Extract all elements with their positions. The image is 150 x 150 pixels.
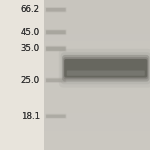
Bar [44,41,150,45]
Bar [44,135,150,139]
Text: 25.0: 25.0 [21,76,40,85]
Bar [44,38,150,41]
Bar [44,82,150,86]
Bar [44,11,150,15]
FancyBboxPatch shape [46,115,66,118]
Text: 66.2: 66.2 [21,5,40,14]
FancyBboxPatch shape [61,52,150,84]
Bar [44,45,150,49]
Text: 35.0: 35.0 [21,44,40,53]
Bar [44,26,150,30]
Bar [44,0,150,150]
FancyBboxPatch shape [46,47,66,51]
Bar [44,22,150,26]
FancyBboxPatch shape [63,57,148,79]
FancyBboxPatch shape [46,30,66,34]
FancyBboxPatch shape [45,29,67,35]
Bar [44,128,150,131]
Bar [44,101,150,105]
Bar [44,124,150,128]
Bar [44,109,150,112]
Bar [44,60,150,64]
Bar [44,56,150,60]
Bar [44,49,150,52]
Bar [44,98,150,101]
Bar [0,0,44,150]
Bar [44,146,150,150]
FancyBboxPatch shape [59,49,150,88]
Text: 18.1: 18.1 [21,112,40,121]
Bar [44,0,150,4]
Bar [44,86,150,90]
Bar [44,79,150,82]
Text: 25.0: 25.0 [21,76,40,85]
FancyBboxPatch shape [46,8,66,12]
Bar [44,52,150,56]
Bar [44,120,150,124]
Bar [44,15,150,19]
Bar [44,30,150,34]
Bar [44,75,150,79]
Bar [44,90,150,94]
Bar [44,142,150,146]
FancyBboxPatch shape [45,7,67,12]
Bar [44,8,150,11]
Bar [44,139,150,142]
FancyBboxPatch shape [45,114,67,119]
Text: 45.0: 45.0 [21,28,40,37]
Bar [44,71,150,75]
Bar [44,68,150,71]
FancyBboxPatch shape [45,78,67,83]
Text: 35.0: 35.0 [21,44,40,53]
Bar [44,19,150,22]
Bar [44,116,150,120]
Bar [44,34,150,38]
FancyBboxPatch shape [45,46,67,52]
Bar [44,64,150,68]
Bar [44,105,150,109]
FancyBboxPatch shape [64,59,147,78]
Text: 18.1: 18.1 [21,112,40,121]
FancyBboxPatch shape [67,70,145,76]
Bar [44,4,150,8]
Bar [44,112,150,116]
Text: 66.2: 66.2 [21,5,40,14]
FancyBboxPatch shape [62,55,149,82]
Bar [44,131,150,135]
FancyBboxPatch shape [46,78,66,82]
Text: 45.0: 45.0 [21,28,40,37]
Bar [44,94,150,98]
